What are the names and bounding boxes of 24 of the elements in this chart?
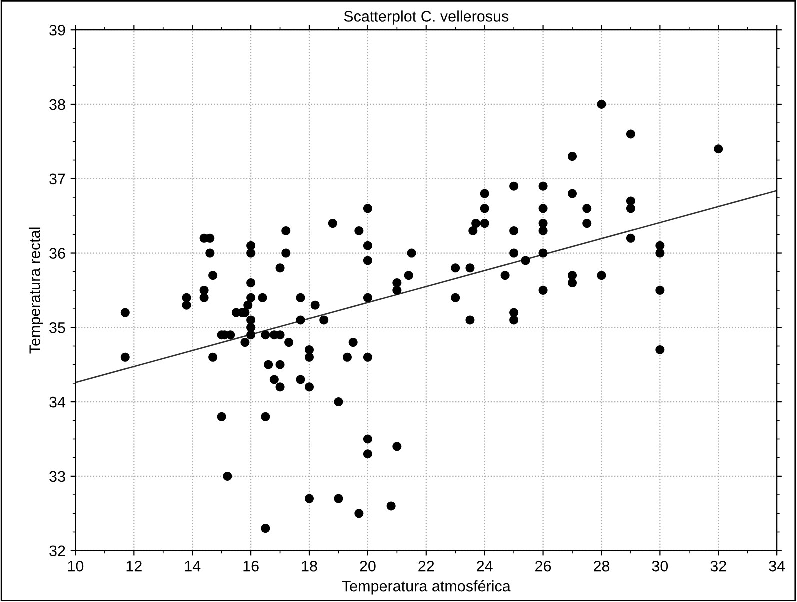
x-tick-label: 28	[594, 560, 610, 572]
y-tick-label: 39	[50, 24, 66, 36]
x-tick-label: 14	[185, 561, 201, 572]
y-tick-label: 34	[50, 396, 66, 408]
x-tick-label: 24	[477, 560, 493, 572]
y-tick-label: 33	[50, 471, 66, 482]
y-tick-label: 38	[50, 99, 66, 110]
chart-title: Scatterplot C. vellerosus	[344, 10, 509, 25]
x-tick-label: 22	[418, 560, 434, 572]
x-tick-label: 18	[302, 560, 318, 572]
y-tick-label: 37	[50, 174, 66, 185]
x-tick-label: 32	[710, 560, 726, 572]
x-tick-label: 34	[769, 560, 786, 572]
x-tick-label: 20	[360, 560, 376, 572]
x-axis-title: Temperatura atmosférica	[342, 580, 511, 595]
x-tick-label: 16	[244, 560, 259, 572]
y-axis-title: Temperatura rectal	[29, 228, 44, 354]
x-tick-label: 30	[652, 560, 668, 572]
x-tick-label: 26	[536, 560, 552, 572]
y-tick-label: 35	[50, 322, 66, 334]
x-tick-label: 12	[126, 560, 142, 572]
x-tick-label: 10	[68, 560, 84, 572]
y-tick-label: 36	[50, 248, 66, 259]
y-tick-label: 32	[50, 546, 66, 557]
